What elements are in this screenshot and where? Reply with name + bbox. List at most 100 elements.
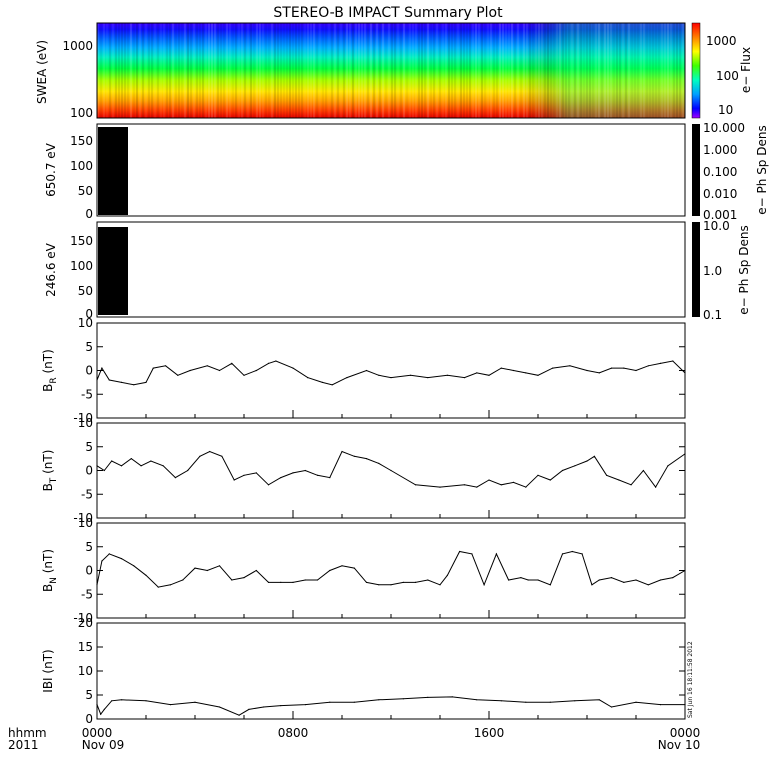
spectrogram-texture-stripe [187, 23, 189, 118]
b-t-point [353, 455, 355, 457]
spectrogram-texture-stripe [577, 23, 579, 118]
b-n-ytick-label: 10 [78, 516, 93, 530]
b-t-point [329, 477, 331, 479]
spectrogram-texture-stripe [625, 23, 627, 118]
time-tick-0000-start: 0000 [82, 726, 113, 740]
b-r-point [659, 362, 662, 364]
spectrogram-texture-stripe [325, 23, 327, 118]
spectrogram-texture-stripe [457, 23, 459, 118]
spectrogram-texture-stripe [307, 23, 309, 118]
b-r-point [101, 367, 103, 369]
b-n-point [157, 586, 159, 588]
b-t-point [618, 479, 620, 481]
spectrogram-texture-stripe [310, 23, 312, 118]
date-tick-nov09: Nov 09 [82, 738, 125, 752]
b-n-point [101, 560, 103, 562]
b-n-point [471, 553, 473, 555]
b-t-point [162, 465, 164, 467]
spectrogram-texture-stripe [121, 23, 123, 118]
ibi-point [218, 706, 221, 708]
ibi-point [353, 701, 355, 703]
ibi-point [96, 704, 98, 706]
spectrogram-texture-stripe [352, 23, 354, 118]
b-n-point [329, 569, 331, 572]
pad-650-colorbar [692, 124, 700, 216]
b-t-point [316, 474, 319, 476]
b-n-point [194, 567, 196, 569]
b-r-point [500, 367, 502, 369]
spectrogram-texture-stripe [283, 23, 285, 118]
ibi-ytick-label: 5 [85, 688, 93, 702]
spectrogram-texture-stripe [511, 23, 513, 118]
b-r-ytick-label: 5 [85, 340, 93, 354]
spectrogram-texture-stripe [403, 23, 405, 118]
pad-650-fill-block [98, 127, 128, 215]
spectrogram-texture-stripe [145, 23, 147, 118]
spectrogram-texture-stripe [268, 23, 270, 118]
spectrogram-texture-stripe [430, 23, 432, 118]
b-r-point [463, 377, 466, 379]
b-n-point [672, 577, 674, 579]
pad-650-cblabel: e− Ph Sp Dens [755, 125, 769, 214]
spectrogram-texture-stripe [652, 23, 654, 118]
spectrogram-texture-stripe [439, 23, 441, 118]
date-tick-nov10: Nov 10 [658, 738, 701, 752]
b-t-point [292, 472, 294, 474]
ibi-point [451, 696, 453, 698]
b-n-point [292, 581, 294, 584]
spectrogram-texture-stripe [328, 23, 330, 118]
b-n-point [402, 581, 404, 584]
b-n-point [647, 584, 649, 586]
b-r-point [623, 367, 625, 369]
flux-colorbar [691, 22, 701, 119]
spectrogram-texture-stripe [343, 23, 345, 118]
spectrogram-texture-stripe [340, 23, 342, 118]
ibi-point [238, 714, 240, 716]
spectrogram-texture-stripe [226, 23, 228, 118]
spectrogram-texture-stripe [529, 23, 531, 118]
b-r-point [684, 372, 686, 374]
b-r-ytick-label: -10 [73, 411, 93, 425]
spectrogram-texture-stripe [316, 23, 318, 118]
b-n-point [304, 579, 306, 581]
pad-246-ytick-0: 0 [85, 307, 93, 321]
b-t-point [103, 469, 105, 472]
time-tick-1600: 1600 [474, 726, 505, 740]
spectrogram-texture-stripe [274, 23, 276, 118]
spectrogram-texture-stripe [322, 23, 324, 118]
spectrogram-frame [96, 22, 686, 119]
b-r-point [243, 374, 245, 376]
pad-650-ylabel: 650.7 eV [44, 142, 58, 197]
b-r-point [610, 367, 613, 369]
b-r-point [346, 377, 348, 379]
b-n-point [459, 550, 461, 553]
spectrogram-texture-stripe [508, 23, 510, 118]
spectrogram-texture-stripe [133, 23, 135, 118]
b-r-point [152, 367, 154, 369]
spectrogram-texture-stripe [538, 23, 540, 118]
b-r-point [275, 360, 277, 362]
spectrogram-texture-stripe [286, 23, 288, 118]
spectrogram-texture-stripe [250, 23, 252, 118]
ibi-point [684, 704, 686, 706]
ibi-point [378, 699, 380, 701]
b-r-point [96, 379, 98, 381]
ibi-panel: 20 15 10 5 0 IBI (nT) [41, 616, 686, 726]
spectrogram-texture-stripe [280, 23, 282, 118]
spectrogram-texture-stripe [367, 23, 369, 118]
b-n-point [365, 581, 368, 584]
spectrogram-texture-stripe [220, 23, 222, 118]
spectrogram-texture-stripe [433, 23, 435, 118]
b-r-point [378, 374, 380, 376]
ibi-point [476, 699, 478, 701]
ibi-point [574, 700, 576, 702]
b-n-point [169, 584, 172, 586]
b-r-point [410, 374, 412, 376]
b-n-point [243, 577, 245, 579]
spectrogram-texture-stripe [655, 23, 657, 118]
b-t-ytick-label: 10 [78, 416, 93, 430]
spectrogram-texture-stripe [370, 23, 372, 118]
pad-246-cbtick-0.1: 0.1 [703, 308, 722, 322]
spectrogram-texture-stripe [667, 23, 669, 118]
b-t-point [667, 465, 669, 467]
